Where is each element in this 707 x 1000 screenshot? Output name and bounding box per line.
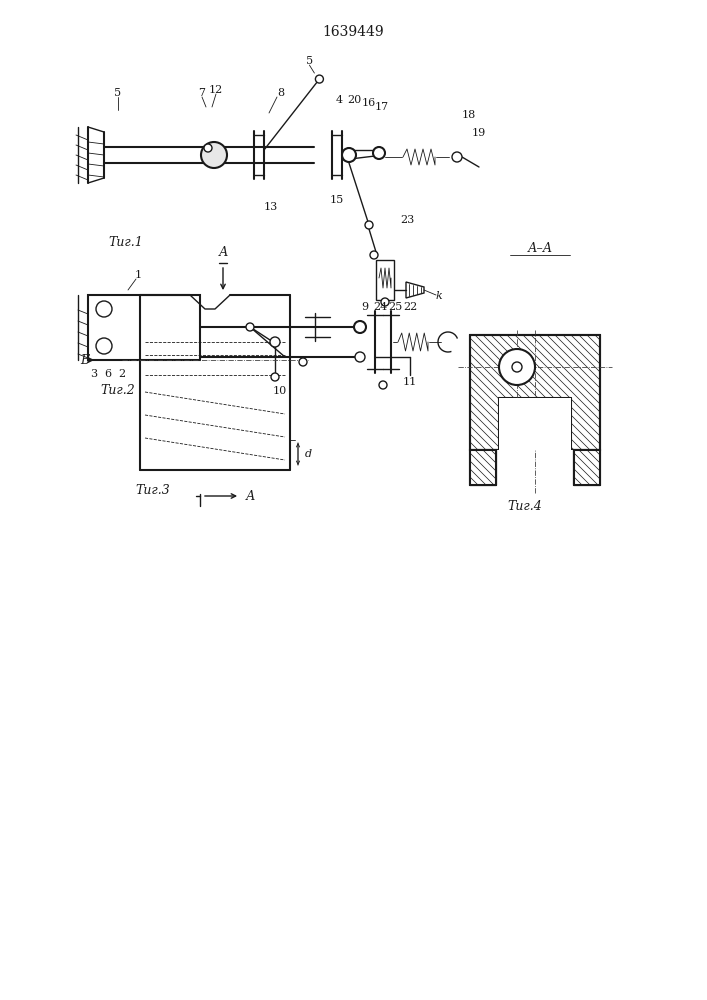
Text: 24: 24 [373,302,387,312]
Circle shape [96,301,112,317]
Text: А: А [245,489,255,502]
Bar [574,450,600,485]
Bar [470,335,600,450]
Text: 1: 1 [134,270,141,280]
Text: 17: 17 [375,102,389,112]
Text: 2: 2 [119,369,126,379]
Circle shape [204,144,212,152]
Text: 15: 15 [330,195,344,205]
Circle shape [270,337,280,347]
Circle shape [299,358,307,366]
Circle shape [355,352,365,362]
Circle shape [342,148,356,162]
Text: 10: 10 [273,386,287,396]
Text: 9: 9 [361,302,368,312]
Circle shape [381,298,389,306]
Text: 5: 5 [306,56,313,66]
Text: А: А [218,246,228,259]
Text: Τиг.2: Τиг.2 [100,383,135,396]
Circle shape [271,373,279,381]
Text: 11: 11 [403,377,417,387]
Circle shape [201,142,227,168]
Text: 13: 13 [264,202,278,212]
Text: k: k [436,291,443,301]
Text: 25: 25 [388,302,402,312]
Text: 16: 16 [362,98,376,108]
Circle shape [96,338,112,354]
Circle shape [370,251,378,259]
Circle shape [365,221,373,229]
Text: 3: 3 [90,369,98,379]
Text: Τиг.3: Τиг.3 [135,484,170,496]
Circle shape [499,349,535,385]
Text: 8: 8 [277,88,284,98]
Circle shape [246,323,254,331]
Bar [470,450,496,485]
Bar [88,295,200,360]
Circle shape [373,147,385,159]
Text: 19: 19 [472,128,486,138]
Text: 18: 18 [462,110,476,120]
Circle shape [354,321,366,333]
Circle shape [315,75,323,83]
Text: 20: 20 [347,95,361,105]
Bar [470,450,600,490]
Text: 6: 6 [105,369,112,379]
Text: 23: 23 [400,215,414,225]
Text: А–А: А–А [527,241,553,254]
Bar [499,398,571,450]
Text: 12: 12 [209,85,223,95]
Text: 4: 4 [335,95,343,105]
Text: Τиг.4: Τиг.4 [508,500,542,514]
Text: 7: 7 [199,88,206,98]
Bar [376,260,394,300]
Text: 5: 5 [115,88,122,98]
Circle shape [379,381,387,389]
Text: d: d [305,449,312,459]
Text: Τиг.1: Τиг.1 [108,236,143,249]
Circle shape [452,152,462,162]
Text: 22: 22 [403,302,417,312]
Text: Б: Б [81,354,90,366]
Circle shape [512,362,522,372]
Text: 1639449: 1639449 [322,25,384,39]
